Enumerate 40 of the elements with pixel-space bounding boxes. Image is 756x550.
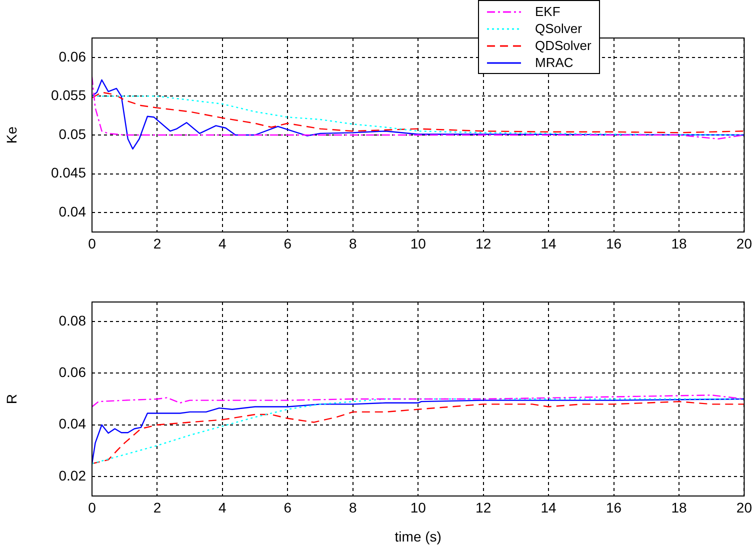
y-axis-title: R [3,394,20,404]
x-tick-label: 20 [736,499,752,516]
x-tick-label: 2 [153,499,162,516]
x-tick-label: 2 [153,235,162,252]
x-tick-label: 12 [476,235,492,252]
x-tick-label: 0 [88,499,96,516]
y-tick-label: 0.02 [58,467,86,484]
y-tick-label: 0.055 [50,87,86,104]
x-tick-label: 18 [671,235,687,252]
x-tick-label: 14 [540,235,557,252]
x-tick-label: 6 [284,235,292,252]
legend-label: QDSolver [535,37,592,54]
line-series [92,394,744,408]
x-tick-label: 16 [606,499,622,516]
y-tick-label: 0.04 [58,416,86,432]
x-tick-label: 12 [476,499,492,516]
legend-label: EKF [535,3,560,20]
x-tick-label: 6 [284,499,292,516]
x-tick-label: 4 [218,235,227,252]
x-tick-label: 20 [736,235,752,252]
x-tick-label: 8 [348,235,357,252]
y-tick-label: 0.06 [58,364,86,380]
y-axis-title: Ke [3,126,20,144]
y-tick-label: 0.08 [58,312,86,328]
y-tick-label: 0.045 [50,164,86,181]
x-tick-label: 4 [218,499,227,516]
x-tick-label: 10 [410,235,426,252]
x-tick-label: 14 [540,499,557,516]
line-series [92,76,744,140]
x-tick-label: 18 [671,499,687,516]
y-tick-label: 0.05 [58,126,86,142]
y-tick-label: 0.06 [58,48,86,64]
x-tick-label: 8 [348,499,357,516]
x-tick-label: 10 [410,499,426,516]
legend-label: MRAC [535,54,574,71]
y-tick-label: 0.04 [58,203,86,220]
x-tick-label: 0 [88,235,96,252]
legend-label: QSolver [535,20,582,37]
x-tick-label: 16 [606,235,622,252]
x-axis-title: time (s) [394,528,442,544]
